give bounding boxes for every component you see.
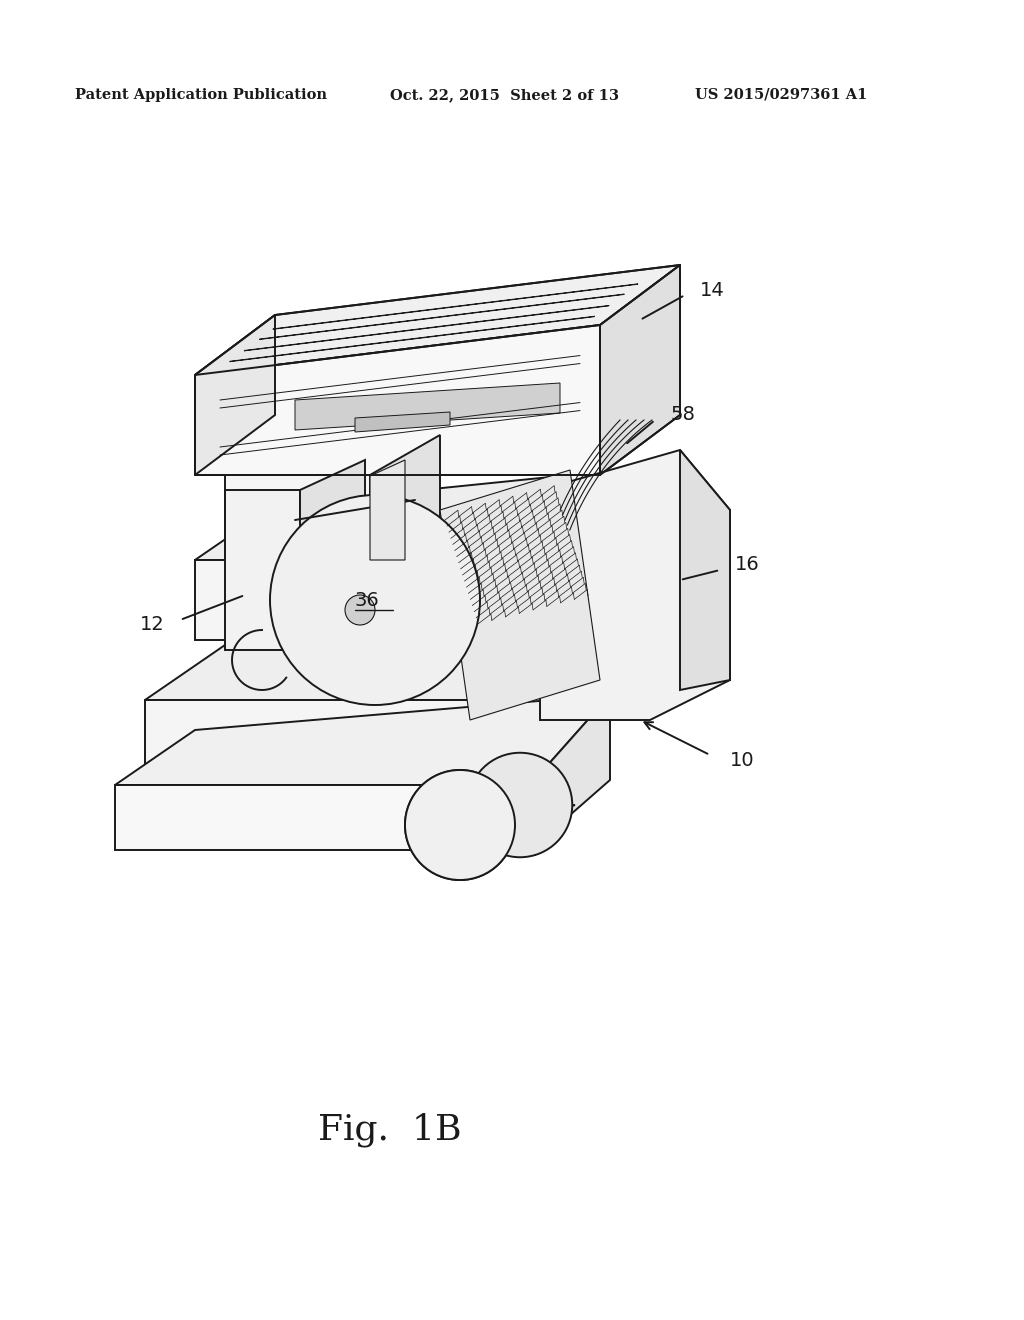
Polygon shape — [272, 284, 638, 329]
Polygon shape — [115, 785, 530, 850]
Circle shape — [468, 752, 572, 857]
Polygon shape — [530, 696, 610, 850]
Polygon shape — [440, 470, 600, 719]
Text: Patent Application Publication: Patent Application Publication — [75, 88, 327, 102]
Text: 10: 10 — [730, 751, 755, 770]
Polygon shape — [490, 475, 570, 640]
Polygon shape — [195, 265, 680, 375]
Polygon shape — [515, 800, 535, 855]
Polygon shape — [600, 265, 680, 475]
Circle shape — [345, 595, 375, 624]
Text: 16: 16 — [735, 556, 760, 574]
Polygon shape — [229, 317, 595, 362]
Polygon shape — [680, 450, 730, 690]
Text: Oct. 22, 2015  Sheet 2 of 13: Oct. 22, 2015 Sheet 2 of 13 — [390, 88, 618, 102]
Polygon shape — [540, 450, 730, 719]
Polygon shape — [510, 610, 590, 789]
Polygon shape — [195, 475, 570, 560]
Text: 36: 36 — [355, 590, 380, 610]
Polygon shape — [244, 305, 609, 351]
Polygon shape — [225, 475, 370, 560]
Polygon shape — [195, 325, 600, 475]
Circle shape — [406, 770, 515, 880]
Text: 14: 14 — [700, 281, 725, 300]
Text: 12: 12 — [140, 615, 165, 635]
Polygon shape — [195, 560, 490, 640]
Polygon shape — [145, 610, 590, 700]
Circle shape — [270, 495, 480, 705]
Polygon shape — [370, 436, 440, 560]
Circle shape — [406, 770, 515, 880]
Polygon shape — [370, 459, 406, 560]
Polygon shape — [145, 700, 510, 789]
Text: Fig.  1B: Fig. 1B — [318, 1113, 462, 1147]
Polygon shape — [115, 696, 610, 785]
Polygon shape — [195, 315, 275, 475]
Polygon shape — [300, 459, 365, 649]
Polygon shape — [259, 294, 625, 339]
Polygon shape — [295, 383, 560, 430]
Polygon shape — [225, 490, 300, 649]
Text: 58: 58 — [670, 405, 695, 425]
Polygon shape — [406, 805, 575, 825]
Polygon shape — [355, 412, 450, 432]
Text: US 2015/0297361 A1: US 2015/0297361 A1 — [695, 88, 867, 102]
